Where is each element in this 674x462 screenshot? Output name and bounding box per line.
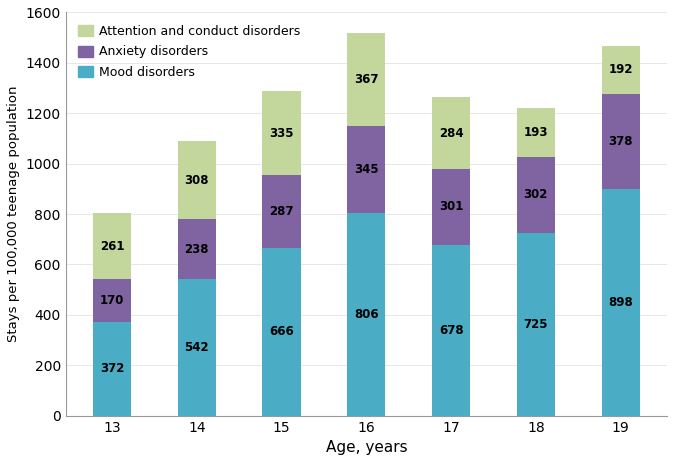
- Text: 287: 287: [270, 205, 294, 218]
- Bar: [602, 189, 640, 416]
- Bar: [602, 94, 640, 189]
- Text: 345: 345: [354, 163, 379, 176]
- Text: 192: 192: [609, 63, 633, 76]
- Bar: [93, 322, 131, 416]
- Text: 806: 806: [354, 308, 379, 321]
- Text: 367: 367: [354, 73, 379, 86]
- Bar: [262, 248, 301, 416]
- Text: 308: 308: [185, 174, 209, 187]
- Text: 372: 372: [100, 362, 124, 375]
- Bar: [517, 233, 555, 416]
- Text: 261: 261: [100, 240, 124, 253]
- Text: 898: 898: [608, 296, 633, 309]
- Text: 301: 301: [439, 201, 463, 213]
- Bar: [602, 46, 640, 94]
- Bar: [178, 279, 216, 416]
- Bar: [347, 126, 386, 213]
- Bar: [347, 33, 386, 126]
- Text: 678: 678: [439, 324, 464, 337]
- Bar: [178, 219, 216, 279]
- Text: 302: 302: [524, 188, 548, 201]
- Bar: [517, 108, 555, 157]
- Bar: [432, 245, 470, 416]
- Bar: [262, 91, 301, 176]
- Text: 238: 238: [185, 243, 209, 255]
- Text: 335: 335: [270, 127, 294, 140]
- Text: 284: 284: [439, 127, 464, 140]
- Text: 170: 170: [100, 294, 124, 307]
- Bar: [93, 213, 131, 279]
- Bar: [262, 176, 301, 248]
- Bar: [432, 97, 470, 169]
- Text: 193: 193: [524, 126, 548, 139]
- Text: 378: 378: [609, 135, 633, 148]
- Bar: [347, 213, 386, 416]
- Bar: [93, 279, 131, 322]
- Text: 542: 542: [185, 341, 209, 354]
- Bar: [517, 157, 555, 233]
- Bar: [432, 169, 470, 245]
- X-axis label: Age, years: Age, years: [326, 440, 407, 455]
- Y-axis label: Stays per 100,000 teenage population: Stays per 100,000 teenage population: [7, 86, 20, 342]
- Text: 725: 725: [524, 318, 548, 331]
- Text: 666: 666: [269, 325, 294, 338]
- Bar: [178, 141, 216, 219]
- Legend: Attention and conduct disorders, Anxiety disorders, Mood disorders: Attention and conduct disorders, Anxiety…: [72, 18, 307, 85]
